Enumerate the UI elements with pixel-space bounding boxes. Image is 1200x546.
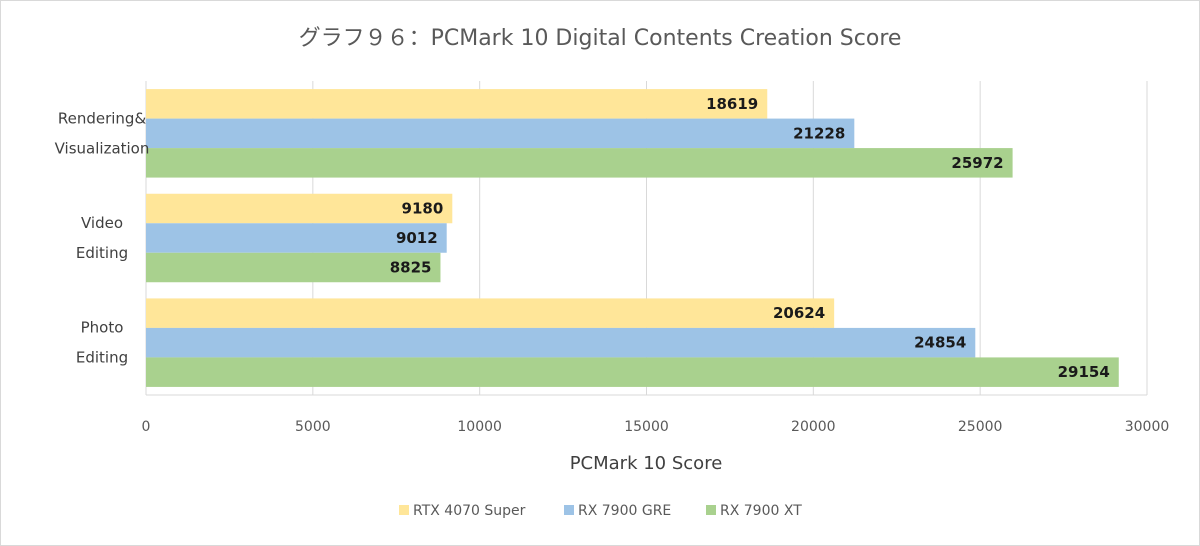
data-label: 24854 [914,334,966,352]
data-label: 8825 [390,259,432,277]
category-label: Rendering& [58,109,147,127]
legend-label: RTX 4070 Super [413,503,526,519]
bar [146,89,768,119]
data-label: 9012 [396,229,438,247]
bar [146,252,441,283]
bars [146,89,1119,387]
legend-swatch [399,505,409,515]
x-tick-label: 10000 [457,419,502,435]
category-label: Video [81,214,123,232]
data-label: 18619 [706,95,758,113]
x-tick-label: 20000 [791,419,836,435]
legend-label: RX 7900 GRE [578,503,671,519]
category-label: Editing [76,244,128,262]
bar [146,327,976,358]
category-label: Editing [76,349,128,367]
data-label: 29154 [1058,363,1110,381]
legend: RTX 4070 Super RX 7900 GRE RX 7900 XT [399,503,802,519]
data-label: 21228 [793,124,845,142]
data-label: 25972 [951,154,1003,172]
data-labels: 18619 21228 25972 9180 9012 8825 20624 24854 291… [390,95,1110,381]
x-axis-title: PCMark 10 Score [570,453,723,474]
x-axis-ticks: 0 5000 10000 15000 20000 25000 30000 [142,419,1170,435]
chart-title: グラフ９６：PCMark 10 Digital Contents Creatio… [299,26,902,51]
bar [146,223,447,253]
x-tick-label: 30000 [1125,419,1170,435]
category-label: Photo [81,319,124,337]
x-tick-label: 0 [142,419,151,435]
legend-label: RX 7900 XT [720,503,802,519]
data-label: 9180 [402,200,444,218]
data-label: 20624 [773,304,825,322]
legend-swatch [564,505,574,515]
x-tick-label: 15000 [624,419,669,435]
bar [146,357,1119,387]
bar [146,148,1013,178]
category-label: Visualization [55,139,150,157]
x-tick-label: 25000 [958,419,1003,435]
legend-swatch [706,505,716,515]
bar [146,193,453,224]
category-labels: Rendering&Visualization Video Editing Photo… [55,109,150,366]
x-tick-label: 5000 [295,419,331,435]
bar [146,298,835,328]
bar [146,118,855,149]
